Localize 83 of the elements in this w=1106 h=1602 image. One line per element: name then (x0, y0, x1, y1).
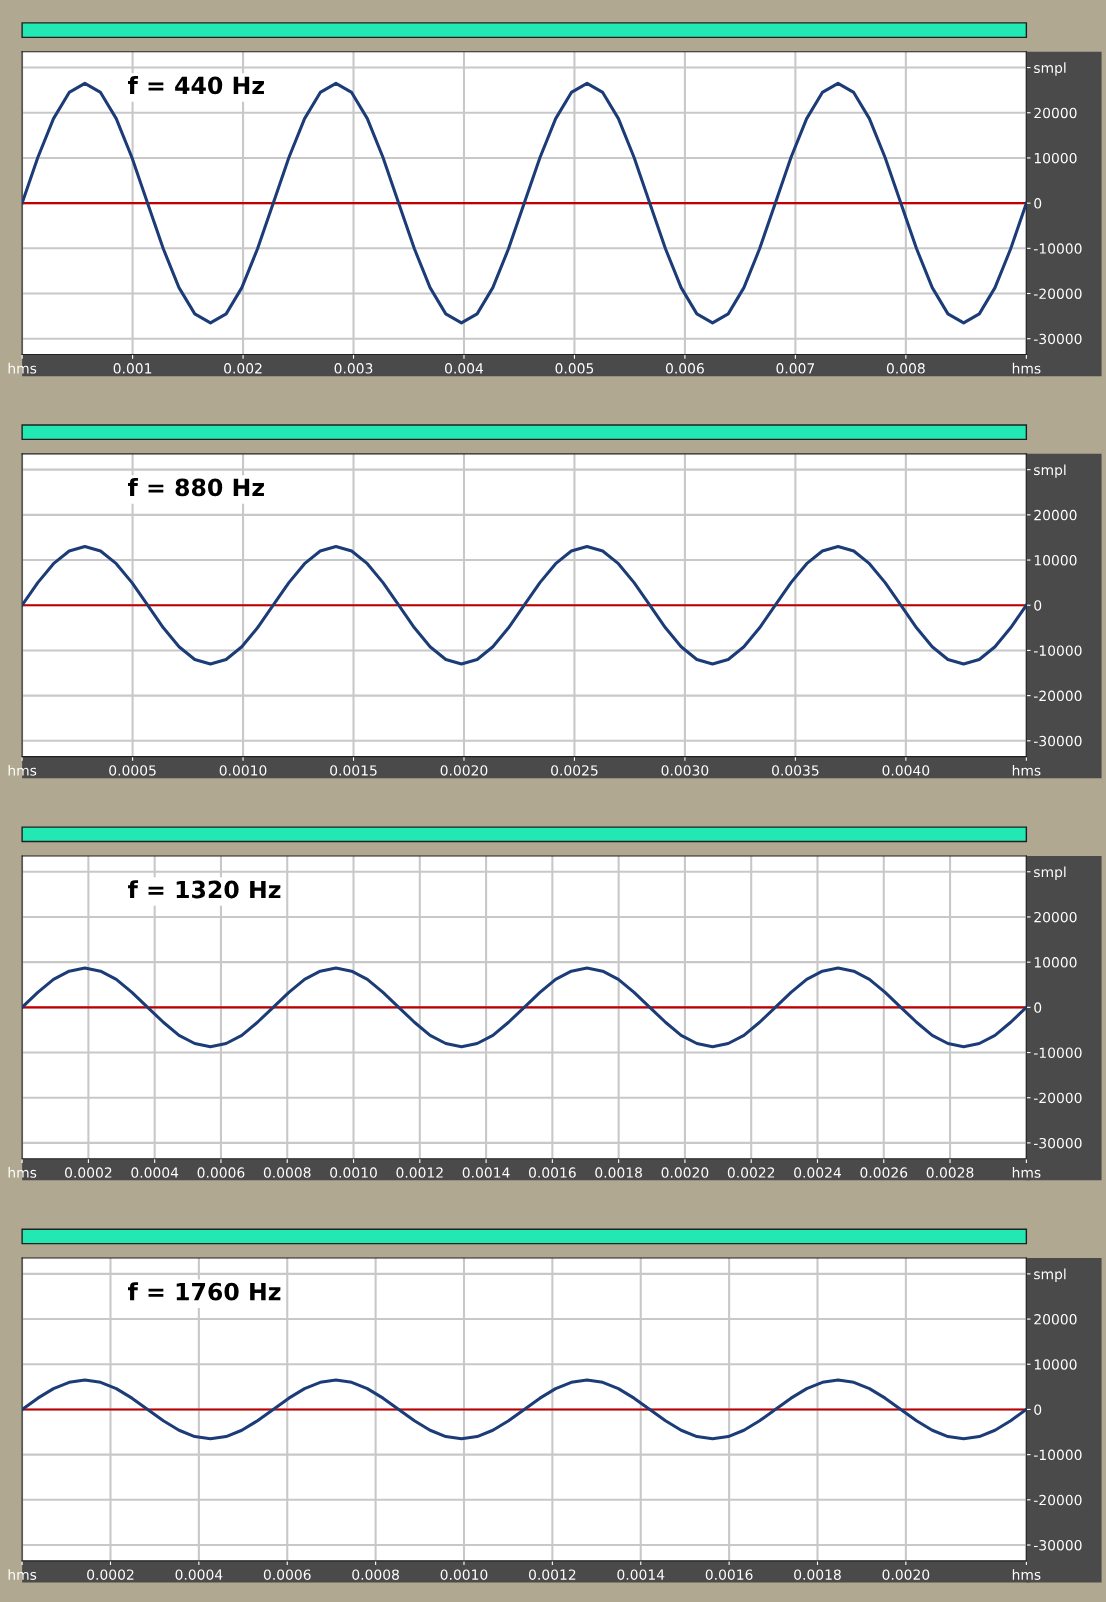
x-tick-label: 0.0008 (263, 1167, 311, 1178)
x-tick-label: 0.0010 (219, 765, 267, 776)
x-tick-label: 0.0006 (263, 1569, 311, 1580)
x-tick-label: 0.0018 (794, 1569, 841, 1580)
x-tick-label: hms (8, 362, 37, 374)
y-tick-label: 20000 (1034, 911, 1077, 923)
text: f = 1320 Hz (128, 880, 281, 899)
y-tick-label: -10000 (1033, 1047, 1082, 1058)
y-tick-label: 10000 (1034, 152, 1077, 164)
y-tick-label: -20000 (1033, 288, 1082, 299)
x-tick-label: hms (1012, 1569, 1041, 1580)
y-tick-label: -10000 (1033, 1449, 1082, 1461)
y-tick-label: smpl (1034, 62, 1066, 76)
y-tick-label: 0 (1034, 1404, 1042, 1415)
x-tick-label: 0.007 (776, 363, 815, 374)
x-tick-label: 0.0025 (551, 765, 598, 776)
y-tick-label: 10000 (1034, 1359, 1077, 1370)
y-tick-label: 10000 (1034, 957, 1077, 968)
text: f = 1760 Hz (128, 1282, 281, 1301)
x-tick-label: 0.0018 (595, 1167, 642, 1178)
y-tick-label: 0 (1034, 1002, 1042, 1013)
x-tick-label: 0.0026 (860, 1167, 908, 1178)
y-tick-label: -20000 (1033, 1494, 1082, 1506)
x-tick-label: 0.0014 (617, 1569, 665, 1580)
y-tick-label: smpl (1034, 464, 1066, 478)
y-tick-label: -20000 (1033, 690, 1082, 702)
x-tick-label: 0.001 (113, 363, 152, 374)
text: f = 440 Hz (128, 75, 264, 95)
x-tick-label: 0.0012 (396, 1167, 443, 1178)
y-tick-label: 0 (1034, 600, 1042, 611)
x-tick-label: hms (8, 1167, 37, 1178)
x-tick-label: hms (1012, 1167, 1041, 1178)
x-tick-label: hms (1012, 362, 1041, 374)
x-tick-label: 0.0010 (440, 1569, 488, 1580)
y-tick-label: -30000 (1033, 1539, 1082, 1551)
x-tick-label: 0.0002 (65, 1167, 112, 1178)
x-tick-label: 0.0016 (705, 1569, 753, 1580)
x-tick-label: 0.0040 (882, 765, 930, 776)
x-tick-label: 0.0020 (440, 765, 488, 776)
x-tick-label: hms (1012, 764, 1041, 776)
x-tick-label: 0.0015 (330, 765, 377, 776)
x-tick-label: 0.0010 (330, 1167, 377, 1178)
y-tick-label: 0 (1034, 198, 1042, 209)
x-tick-label: 0.0030 (661, 765, 709, 776)
x-tick-label: 0.004 (445, 363, 484, 374)
x-tick-label: 0.0002 (87, 1569, 134, 1580)
y-tick-label: -20000 (1033, 1092, 1082, 1104)
x-tick-label: 0.0004 (131, 1167, 179, 1178)
x-tick-label: 0.0024 (794, 1167, 841, 1178)
line-series (22, 966, 1027, 1049)
x-tick-label: 0.002 (224, 363, 262, 374)
text: f = 880 Hz (128, 478, 264, 497)
x-tick-label: hms (8, 764, 37, 776)
y-tick-label: -10000 (1033, 645, 1082, 656)
x-tick-label: 0.0008 (352, 1569, 399, 1580)
x-tick-label: 0.003 (334, 363, 373, 374)
y-tick-label: 20000 (1034, 509, 1077, 521)
x-tick-label: 0.0016 (528, 1167, 576, 1178)
x-tick-label: hms (8, 1569, 37, 1580)
x-tick-label: 0.0035 (772, 765, 819, 776)
y-tick-label: 10000 (1034, 555, 1077, 566)
y-tick-label: 20000 (1034, 107, 1077, 119)
y-tick-label: -10000 (1033, 243, 1082, 254)
x-tick-label: 0.005 (555, 363, 594, 374)
y-tick-label: -30000 (1033, 735, 1082, 747)
y-tick-label: -30000 (1033, 1137, 1082, 1149)
x-tick-label: 0.0005 (109, 765, 156, 776)
line-series (22, 1378, 1027, 1441)
y-tick-label: smpl (1034, 1268, 1066, 1283)
x-tick-label: 0.008 (886, 363, 925, 374)
y-tick-label: 20000 (1034, 1314, 1077, 1325)
x-tick-label: 0.0022 (727, 1167, 775, 1178)
x-tick-label: 0.0014 (462, 1167, 510, 1178)
y-tick-label: smpl (1034, 866, 1066, 880)
x-tick-label: 0.0012 (528, 1569, 576, 1580)
x-tick-label: 0.0028 (926, 1167, 974, 1178)
x-tick-label: 0.006 (665, 363, 704, 374)
x-tick-label: 0.0004 (175, 1569, 223, 1580)
y-tick-label: -30000 (1033, 333, 1082, 345)
x-tick-label: 0.0006 (197, 1167, 245, 1178)
x-tick-label: 0.0020 (661, 1167, 709, 1178)
x-tick-label: 0.0020 (882, 1569, 930, 1580)
line-series (22, 544, 1027, 666)
